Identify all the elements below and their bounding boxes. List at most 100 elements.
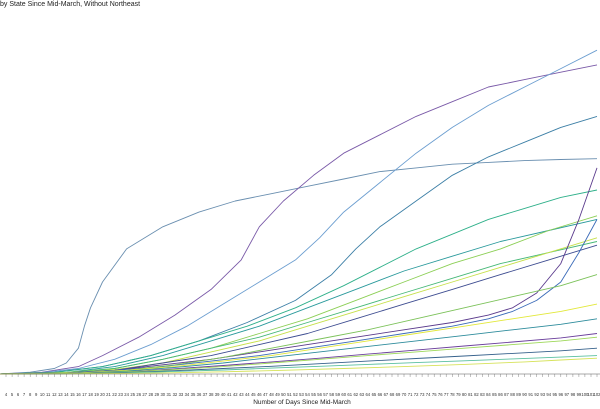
- series-line-1: [0, 158, 598, 375]
- x-tick-label-56: 56: [317, 392, 322, 397]
- series-line-6: [0, 218, 598, 375]
- x-tick-label-18: 18: [88, 392, 93, 397]
- x-tick-label-59: 59: [335, 392, 340, 397]
- x-tick-label-44: 44: [245, 392, 250, 397]
- x-tick-label-77: 77: [444, 392, 449, 397]
- x-tick-label-39: 39: [215, 392, 220, 397]
- x-tick-label-16: 16: [76, 392, 81, 397]
- series-line-20: [0, 357, 598, 375]
- x-tick-label-67: 67: [384, 392, 389, 397]
- x-tick-label-30: 30: [160, 392, 165, 397]
- x-tick-label-70: 70: [402, 392, 407, 397]
- x-tick-label-31: 31: [166, 392, 171, 397]
- x-tick-label-28: 28: [148, 392, 153, 397]
- x-tick-label-58: 58: [329, 392, 334, 397]
- x-tick-label-6: 6: [17, 392, 20, 397]
- x-tick-label-29: 29: [154, 392, 159, 397]
- x-tick-label-15: 15: [70, 392, 75, 397]
- x-tick-label-25: 25: [130, 392, 135, 397]
- x-tick-label-32: 32: [173, 392, 178, 397]
- x-tick-label-52: 52: [293, 392, 298, 397]
- x-tick-label-96: 96: [558, 392, 563, 397]
- x-tick-label-11: 11: [46, 392, 51, 397]
- x-tick-label-17: 17: [82, 392, 87, 397]
- x-tick-label-92: 92: [534, 392, 539, 397]
- x-tick-label-60: 60: [341, 392, 346, 397]
- x-tick-label-61: 61: [347, 392, 352, 397]
- series-line-15: [0, 318, 598, 375]
- series-line-3: [0, 49, 598, 375]
- x-tick-label-40: 40: [221, 392, 226, 397]
- x-tick-label-102: 102: [594, 392, 600, 397]
- x-tick-label-75: 75: [432, 392, 437, 397]
- x-tick-label-9: 9: [35, 392, 38, 397]
- x-tick-label-76: 76: [438, 392, 443, 397]
- x-tick-label-80: 80: [462, 392, 467, 397]
- x-tick-label-38: 38: [209, 392, 214, 397]
- x-tick-label-68: 68: [390, 392, 395, 397]
- x-tick-label-83: 83: [480, 392, 485, 397]
- x-tick-label-72: 72: [414, 392, 419, 397]
- x-tick-label-23: 23: [118, 392, 123, 397]
- series-line-14: [0, 303, 598, 375]
- x-tick-label-55: 55: [311, 392, 316, 397]
- x-tick-label-33: 33: [179, 392, 184, 397]
- x-tick-label-74: 74: [426, 392, 431, 397]
- x-tick-label-69: 69: [396, 392, 401, 397]
- x-tick-label-48: 48: [269, 392, 274, 397]
- x-tick-label-46: 46: [257, 392, 262, 397]
- series-line-2: [0, 64, 598, 375]
- x-tick-label-53: 53: [299, 392, 304, 397]
- x-tick-label-36: 36: [197, 392, 202, 397]
- x-tick-label-100: 100: [581, 392, 589, 397]
- x-tick-label-63: 63: [359, 392, 364, 397]
- x-tick-label-49: 49: [275, 392, 280, 397]
- x-tick-label-86: 86: [498, 392, 503, 397]
- x-tick-label-4: 4: [5, 392, 8, 397]
- x-tick-label-13: 13: [58, 392, 63, 397]
- x-tick-label-97: 97: [564, 392, 569, 397]
- series-line-9: [0, 237, 598, 375]
- x-tick-label-91: 91: [528, 392, 533, 397]
- x-tick-label-42: 42: [233, 392, 238, 397]
- x-tick-label-94: 94: [546, 392, 551, 397]
- x-tick-label-89: 89: [516, 392, 521, 397]
- x-tick-label-84: 84: [486, 392, 491, 397]
- x-tick-label-26: 26: [136, 392, 141, 397]
- x-tick-label-82: 82: [474, 392, 479, 397]
- x-tick-label-43: 43: [239, 392, 244, 397]
- x-tick-label-7: 7: [23, 392, 26, 397]
- x-tick-label-95: 95: [552, 392, 557, 397]
- x-tick-label-41: 41: [227, 392, 232, 397]
- x-tick-label-51: 51: [287, 392, 292, 397]
- x-axis-title: Number of Days Since Mid-March: [253, 399, 351, 406]
- x-tick-label-78: 78: [450, 392, 455, 397]
- x-tick-label-24: 24: [124, 392, 129, 397]
- x-tick-label-88: 88: [510, 392, 515, 397]
- x-tick-label-37: 37: [203, 392, 208, 397]
- x-tick-label-10: 10: [40, 392, 45, 397]
- x-tick-label-90: 90: [522, 392, 527, 397]
- x-tick-label-54: 54: [305, 392, 310, 397]
- x-tick-label-62: 62: [353, 392, 358, 397]
- series-line-8: [0, 241, 598, 375]
- x-tick-label-66: 66: [378, 392, 383, 397]
- x-tick-label-8: 8: [29, 392, 32, 397]
- series-line-11: [0, 167, 598, 375]
- x-tick-label-85: 85: [492, 392, 497, 397]
- x-tick-label-12: 12: [52, 392, 57, 397]
- x-tick-label-73: 73: [420, 392, 425, 397]
- x-tick-label-34: 34: [185, 392, 190, 397]
- x-tick-label-27: 27: [142, 392, 147, 397]
- x-axis-ticks: 4 5 6 7 8 9 10 11 12 13 14 15 16 17 18 19 20 21 22 23 24 25 26…: [5, 374, 600, 397]
- x-tick-label-64: 64: [365, 392, 370, 397]
- x-tick-label-101: 101: [588, 392, 596, 397]
- x-tick-label-14: 14: [64, 392, 69, 397]
- x-tick-label-19: 19: [94, 392, 99, 397]
- x-tick-label-5: 5: [11, 392, 14, 397]
- x-tick-label-81: 81: [468, 392, 473, 397]
- x-tick-label-79: 79: [456, 392, 461, 397]
- x-tick-label-47: 47: [263, 392, 268, 397]
- x-tick-label-21: 21: [106, 392, 111, 397]
